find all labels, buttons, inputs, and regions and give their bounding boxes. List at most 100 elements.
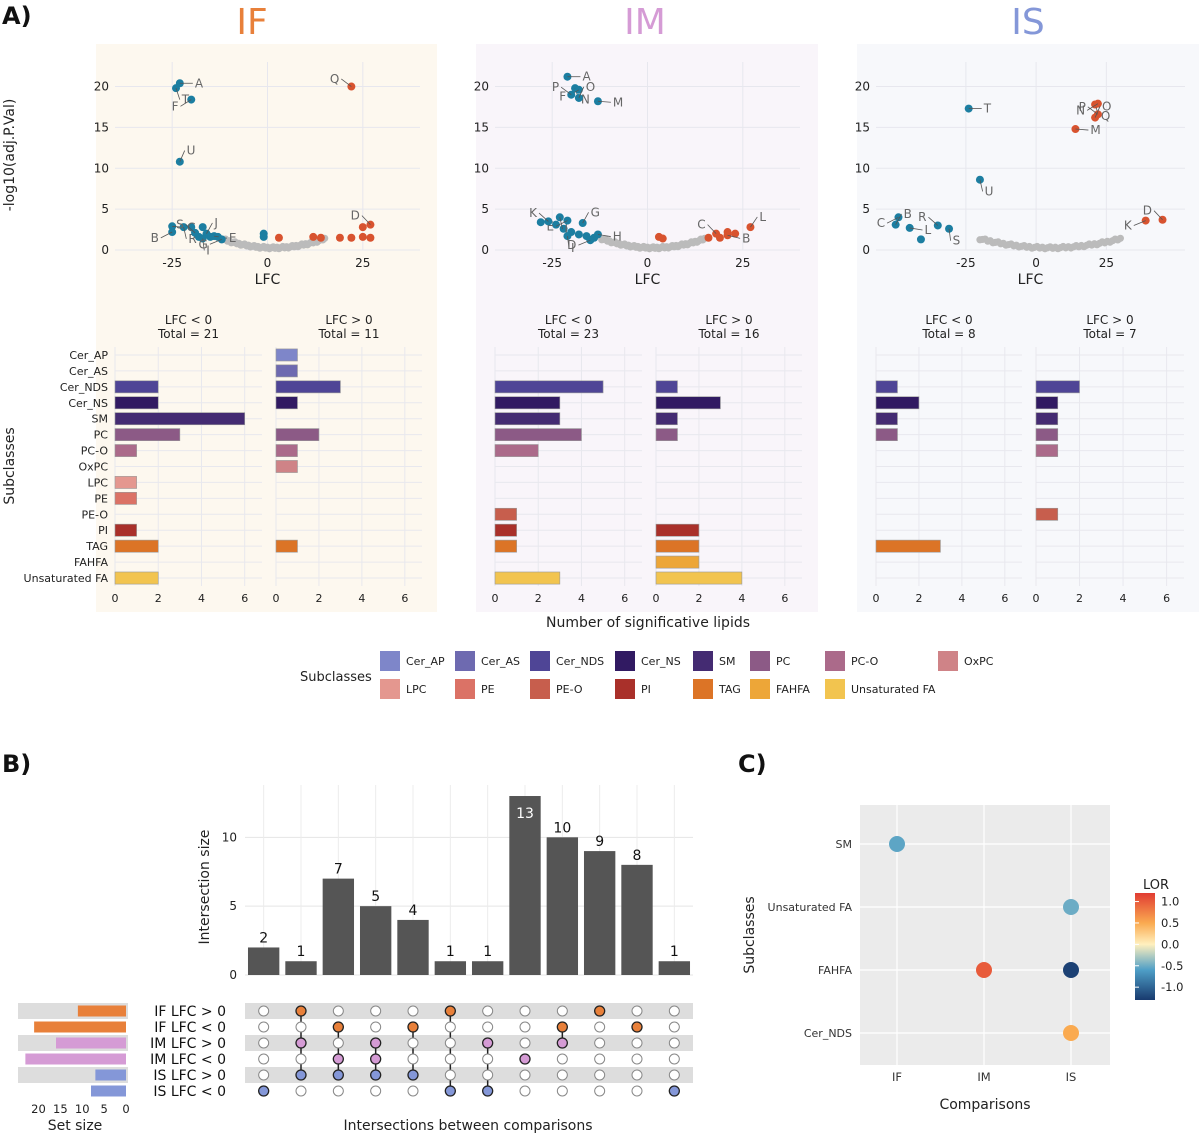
point-label: E xyxy=(546,219,554,233)
matrix-dot-filled xyxy=(370,1037,382,1049)
facet-title-line2: Total = 7 xyxy=(1082,327,1136,341)
matrix-dot-empty xyxy=(370,1005,382,1017)
lor-point xyxy=(1063,1025,1079,1041)
x-tick-label: 0 xyxy=(492,592,499,605)
point-label: L xyxy=(925,223,932,237)
intersection-value-label: 7 xyxy=(334,862,343,878)
significant-point xyxy=(198,223,207,232)
matrix-dot-filled xyxy=(407,1069,419,1081)
matrix-dot-filled xyxy=(295,1069,307,1081)
label-leader xyxy=(341,78,352,87)
legend-label: PE xyxy=(481,683,495,696)
matrix-dot-empty xyxy=(258,1069,270,1081)
legend-swatch xyxy=(693,651,713,671)
matrix-dot-filled xyxy=(556,1021,568,1033)
matrix-dot-empty xyxy=(519,1069,531,1081)
matrix-dot-empty xyxy=(668,1037,680,1049)
matrix-dot-empty xyxy=(594,1037,606,1049)
facet-title-line2: Total = 16 xyxy=(698,327,760,341)
set-size-tick: 0 xyxy=(122,1102,129,1116)
set-size-axis-label: Set size xyxy=(48,1118,103,1134)
x-tick-label: 2 xyxy=(1076,592,1083,605)
matrix-dot-empty xyxy=(556,1005,568,1017)
significant-point xyxy=(658,234,667,243)
matrix-dot-empty xyxy=(519,1085,531,1097)
point-label: D xyxy=(351,209,360,223)
significant-point xyxy=(552,220,560,229)
label-leader xyxy=(928,216,939,226)
subclass-label: PC xyxy=(94,429,109,442)
x-tick-label: 4 xyxy=(958,592,965,605)
bar xyxy=(655,412,678,426)
y-tick-label: FAHFA xyxy=(818,964,852,977)
intersection-value-label: 1 xyxy=(670,944,679,960)
facet-title-line1: LFC < 0 xyxy=(925,313,972,327)
y-tick-label: 20 xyxy=(855,80,870,94)
significant-point xyxy=(347,233,356,242)
matrix-dot-empty xyxy=(444,1021,456,1033)
legend-label: TAG xyxy=(718,683,741,696)
matrix-dot-empty xyxy=(519,1021,531,1033)
set-label: IS LFC < 0 xyxy=(153,1084,226,1100)
intersection-bar xyxy=(397,919,429,975)
point-label: A xyxy=(582,70,591,84)
colorbar-tick-label: -1.0 xyxy=(1161,980,1183,994)
bar xyxy=(275,428,320,441)
point-label: S xyxy=(176,217,184,231)
point-label: U xyxy=(187,144,196,158)
volcano-y-axis-label: -log10(adj.P.Val) xyxy=(2,99,18,212)
matrix-dot-empty xyxy=(668,1021,680,1033)
significant-point xyxy=(704,233,713,242)
set-size-bar xyxy=(91,1085,126,1097)
subclass-label: PE-O xyxy=(81,508,108,521)
intersection-bar xyxy=(583,851,616,975)
label-leader xyxy=(979,179,984,192)
bar xyxy=(114,380,159,394)
bar xyxy=(275,539,298,553)
facet-title-line1: LFC > 0 xyxy=(1086,313,1133,327)
bar xyxy=(275,396,298,410)
x-tick-label: 0 xyxy=(653,592,660,605)
matrix-dot-empty xyxy=(258,1037,270,1049)
x-tick-label: 0 xyxy=(264,256,272,270)
x-tick-label: 4 xyxy=(358,592,365,605)
matrix-dot-empty xyxy=(519,1037,531,1049)
matrix-dot-empty xyxy=(295,1053,307,1065)
bar xyxy=(275,444,298,457)
bar xyxy=(1035,428,1059,441)
y-tick-label: 20 xyxy=(474,80,489,94)
matrix-dot-empty xyxy=(332,1085,344,1097)
group-title: IM xyxy=(624,2,666,43)
bar xyxy=(1035,380,1080,394)
matrix-dot-filled xyxy=(594,1005,606,1017)
matrix-dot-filled xyxy=(370,1053,382,1065)
y-tick-label: 0 xyxy=(229,968,237,982)
y-tick-label: Unsaturated FA xyxy=(768,901,853,914)
bar xyxy=(875,539,941,553)
x-tick-label: 6 xyxy=(401,592,408,605)
bar xyxy=(275,348,298,362)
intersection-y-axis-label: Intersection size xyxy=(197,830,213,945)
legend-swatch xyxy=(615,679,635,699)
bar xyxy=(1035,444,1059,457)
legend-swatch xyxy=(938,651,958,671)
facet-title-line2: Total = 8 xyxy=(921,327,975,341)
point-label: G xyxy=(199,237,208,251)
intersection-value-label: 1 xyxy=(483,944,492,960)
legend-label: Cer_AP xyxy=(406,655,445,668)
legend-title: Subclasses xyxy=(300,670,372,685)
intersection-x-axis-label: Intersections between comparisons xyxy=(343,1118,592,1134)
facet-title-line1: LFC < 0 xyxy=(165,313,212,327)
significant-point xyxy=(358,232,367,241)
legend-label: PC-O xyxy=(851,655,879,668)
subclass-label: PI xyxy=(98,524,108,537)
label-leader xyxy=(555,220,568,227)
bar-y-axis-label: Subclasses xyxy=(2,427,18,504)
bar xyxy=(114,571,159,585)
matrix-band xyxy=(245,1067,693,1083)
y-tick-label: 15 xyxy=(474,120,489,134)
matrix-dot-filled xyxy=(444,1085,456,1097)
